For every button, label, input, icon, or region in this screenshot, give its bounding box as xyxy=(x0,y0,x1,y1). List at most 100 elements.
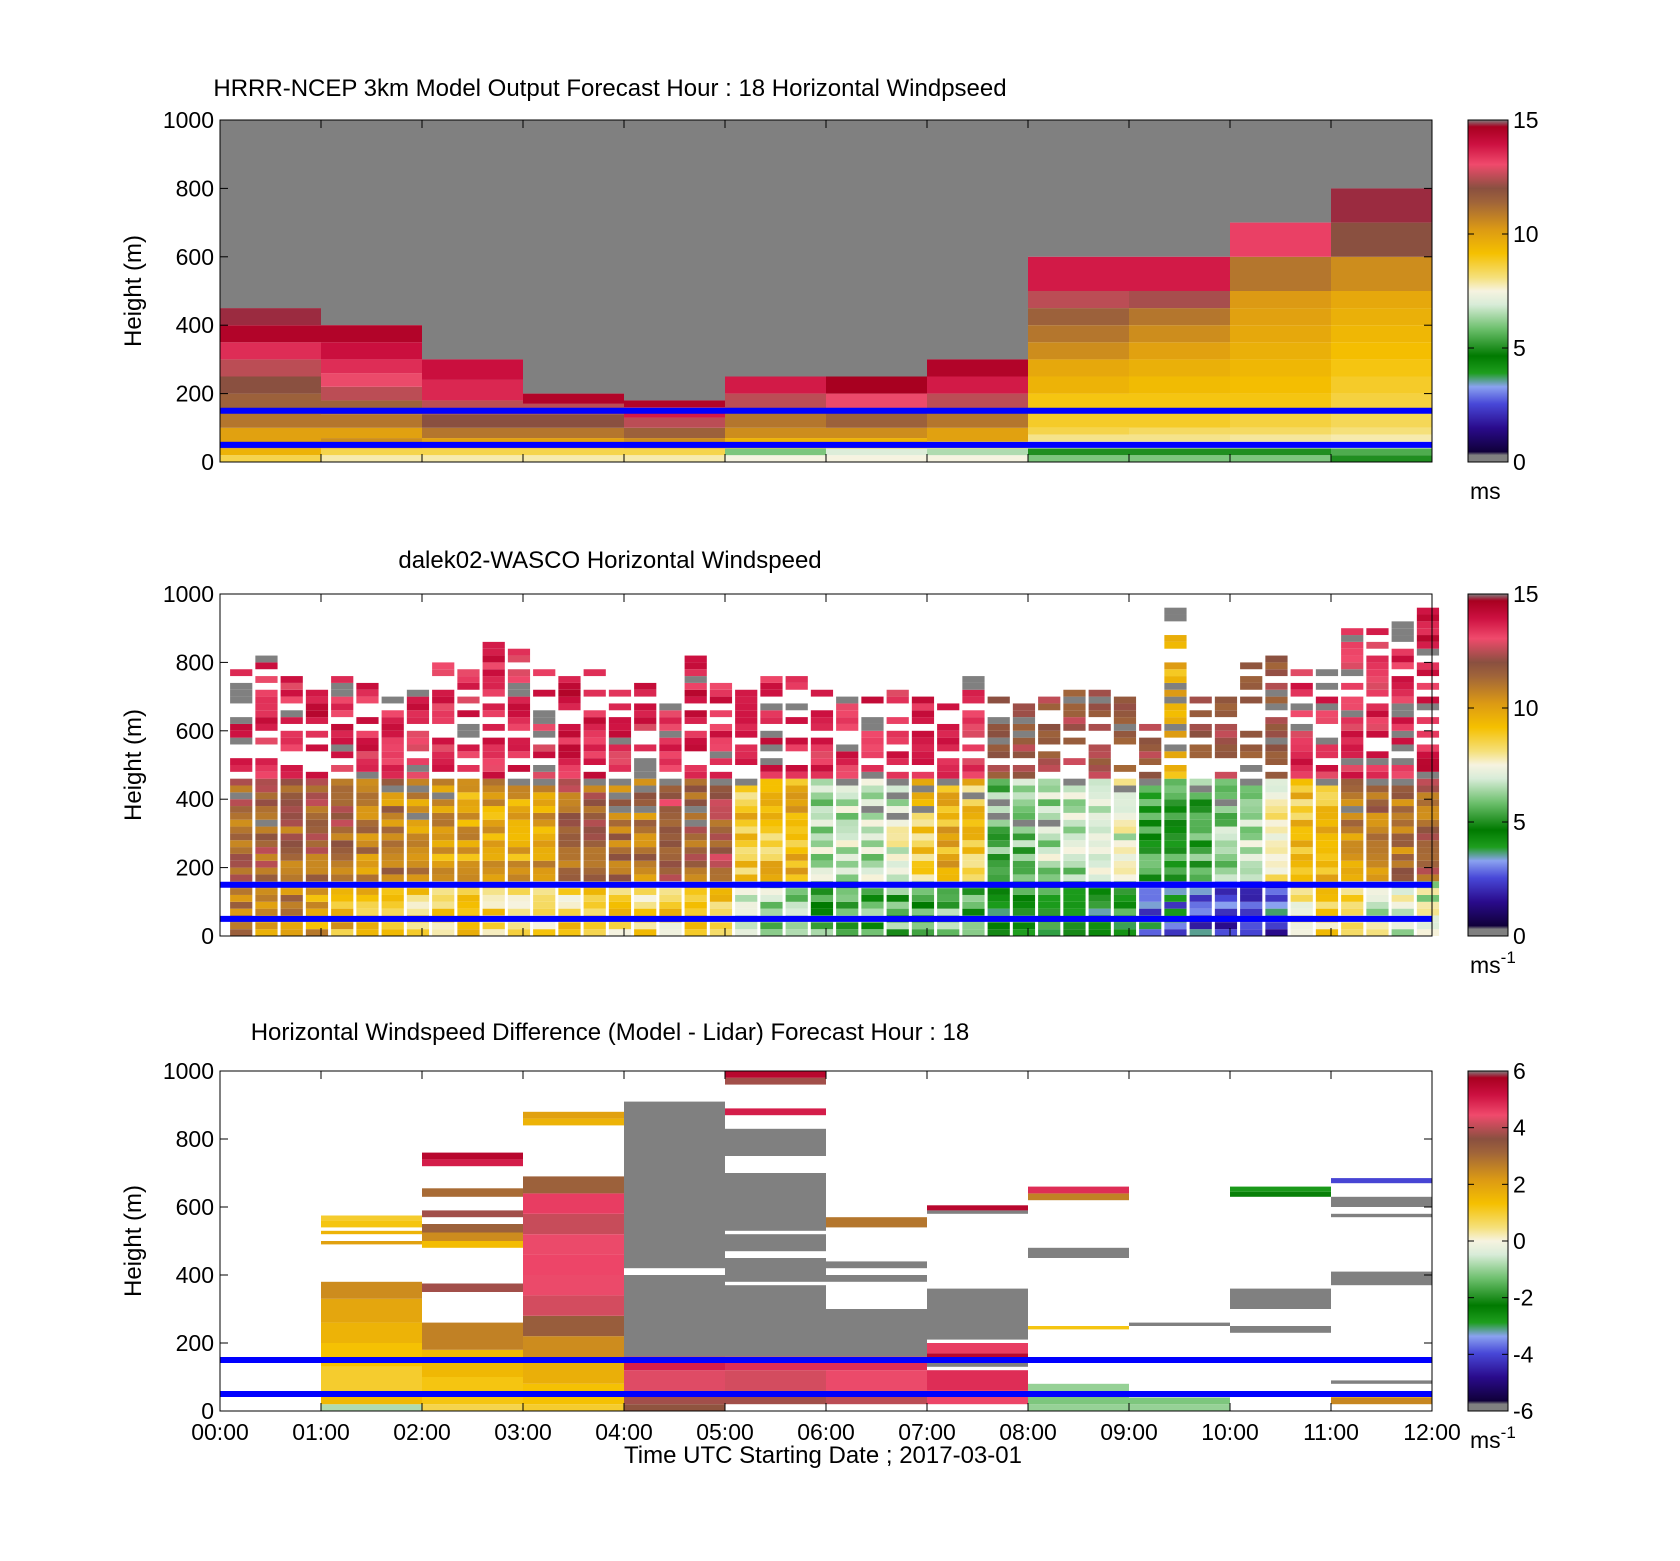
heatmap-cell xyxy=(558,744,581,752)
heatmap-cell xyxy=(457,765,480,772)
heatmap-cell xyxy=(558,785,581,793)
heatmap-cell xyxy=(482,867,505,875)
heatmap-cell xyxy=(507,723,531,731)
heatmap-cell xyxy=(1088,847,1111,854)
heatmap-cell xyxy=(280,806,303,813)
heatmap-cell xyxy=(1139,888,1162,895)
heatmap-cell xyxy=(331,853,354,861)
heatmap-cell xyxy=(583,901,606,909)
heatmap-cell xyxy=(624,427,725,439)
heatmap-cell xyxy=(760,717,783,724)
heatmap-cell xyxy=(810,751,834,759)
heatmap-cell xyxy=(1214,723,1238,731)
heatmap-cell xyxy=(432,908,455,916)
heatmap-cell xyxy=(886,771,909,779)
heatmap-cell xyxy=(381,908,404,916)
heatmap-cell xyxy=(1038,847,1061,854)
heatmap-cell xyxy=(1240,730,1263,738)
heatmap-cell xyxy=(1164,792,1187,800)
heatmap-cell xyxy=(725,1258,826,1282)
heatmap-cell xyxy=(331,744,354,752)
y-tick-label: 400 xyxy=(176,1262,214,1288)
heatmap-cell xyxy=(356,860,379,868)
heatmap-cell xyxy=(836,696,859,704)
heatmap-cell xyxy=(457,901,480,909)
heatmap-cell xyxy=(810,853,834,861)
heatmap-cell xyxy=(760,819,783,827)
heatmap-cell xyxy=(1113,799,1137,807)
heatmap-cell xyxy=(760,799,783,807)
heatmap-cell xyxy=(1341,901,1364,909)
heatmap-cell xyxy=(507,676,531,683)
heatmap-cell xyxy=(836,765,859,772)
heatmap-cell xyxy=(1290,682,1313,690)
heatmap-cell xyxy=(861,867,884,875)
heatmap-cell xyxy=(1290,799,1313,807)
heatmap-cell xyxy=(684,806,707,813)
heatmap-cell xyxy=(684,792,707,800)
heatmap-cell xyxy=(1265,730,1288,738)
heatmap-cell xyxy=(1028,359,1129,377)
heatmap-cell xyxy=(608,737,632,745)
heatmap-cell xyxy=(1240,867,1263,875)
heatmap-cell xyxy=(1341,758,1364,765)
heatmap-cell xyxy=(523,1118,624,1126)
heatmap-cell xyxy=(937,840,960,848)
colorbar-tick-label: 5 xyxy=(1513,335,1526,361)
heatmap-cell xyxy=(1063,847,1086,854)
heatmap-cell xyxy=(305,812,329,820)
heatmap-cell xyxy=(406,929,430,936)
heatmap-cell xyxy=(1012,703,1036,711)
heatmap-cell xyxy=(1214,894,1238,902)
heatmap-cell xyxy=(911,771,935,779)
heatmap-cell xyxy=(1366,826,1389,834)
colorbar-gradient xyxy=(1467,119,1509,463)
heatmap-cell xyxy=(937,785,960,793)
heatmap-cell xyxy=(230,778,253,786)
heatmap-cell xyxy=(962,682,985,690)
heatmap-cell xyxy=(836,710,859,718)
heatmap-cell xyxy=(305,847,329,854)
heatmap-cell xyxy=(937,922,960,930)
heatmap-cell xyxy=(1139,744,1162,752)
heatmap-cell xyxy=(432,819,455,827)
heatmap-cell xyxy=(962,778,985,786)
heatmap-cell xyxy=(1265,806,1288,813)
heatmap-cell xyxy=(886,799,909,807)
heatmap-cell xyxy=(230,696,253,704)
heatmap-cell xyxy=(331,765,354,772)
heatmap-cell xyxy=(1164,826,1187,834)
heatmap-cell xyxy=(1290,771,1313,779)
heatmap-cell xyxy=(406,860,430,868)
heatmap-cell xyxy=(280,744,303,752)
heatmap-cell xyxy=(1331,1271,1432,1286)
heatmap-cell xyxy=(962,730,985,738)
heatmap-cell xyxy=(1139,894,1162,902)
heatmap-cell xyxy=(1265,703,1288,711)
heatmap-cell xyxy=(634,874,657,882)
heatmap-cell xyxy=(785,717,808,724)
heatmap-cell xyxy=(220,410,321,428)
heatmap-cell xyxy=(886,751,909,759)
heatmap-cell xyxy=(1214,792,1238,800)
heatmap-cell xyxy=(1189,922,1212,930)
heatmap-cell xyxy=(422,1241,523,1248)
heatmap-cell xyxy=(1189,710,1212,718)
heatmap-cell xyxy=(1038,806,1061,813)
heatmap-cell xyxy=(381,758,404,765)
heatmap-cell xyxy=(331,792,354,800)
heatmap-cell xyxy=(507,696,531,704)
heatmap-cell xyxy=(1391,682,1414,690)
heatmap-cell xyxy=(1341,737,1364,745)
heatmap-cell xyxy=(709,799,733,807)
heatmap-cell xyxy=(422,1322,523,1350)
heatmap-cell xyxy=(1391,908,1414,916)
heatmap-cell xyxy=(911,703,935,711)
heatmap-cell xyxy=(1391,785,1414,793)
x-tick-label: 02:00 xyxy=(393,1419,451,1445)
heatmap-cell xyxy=(1214,860,1238,868)
heatmap-cell xyxy=(1331,342,1432,360)
heatmap-cell xyxy=(1012,799,1036,807)
heatmap-cell xyxy=(886,806,909,813)
